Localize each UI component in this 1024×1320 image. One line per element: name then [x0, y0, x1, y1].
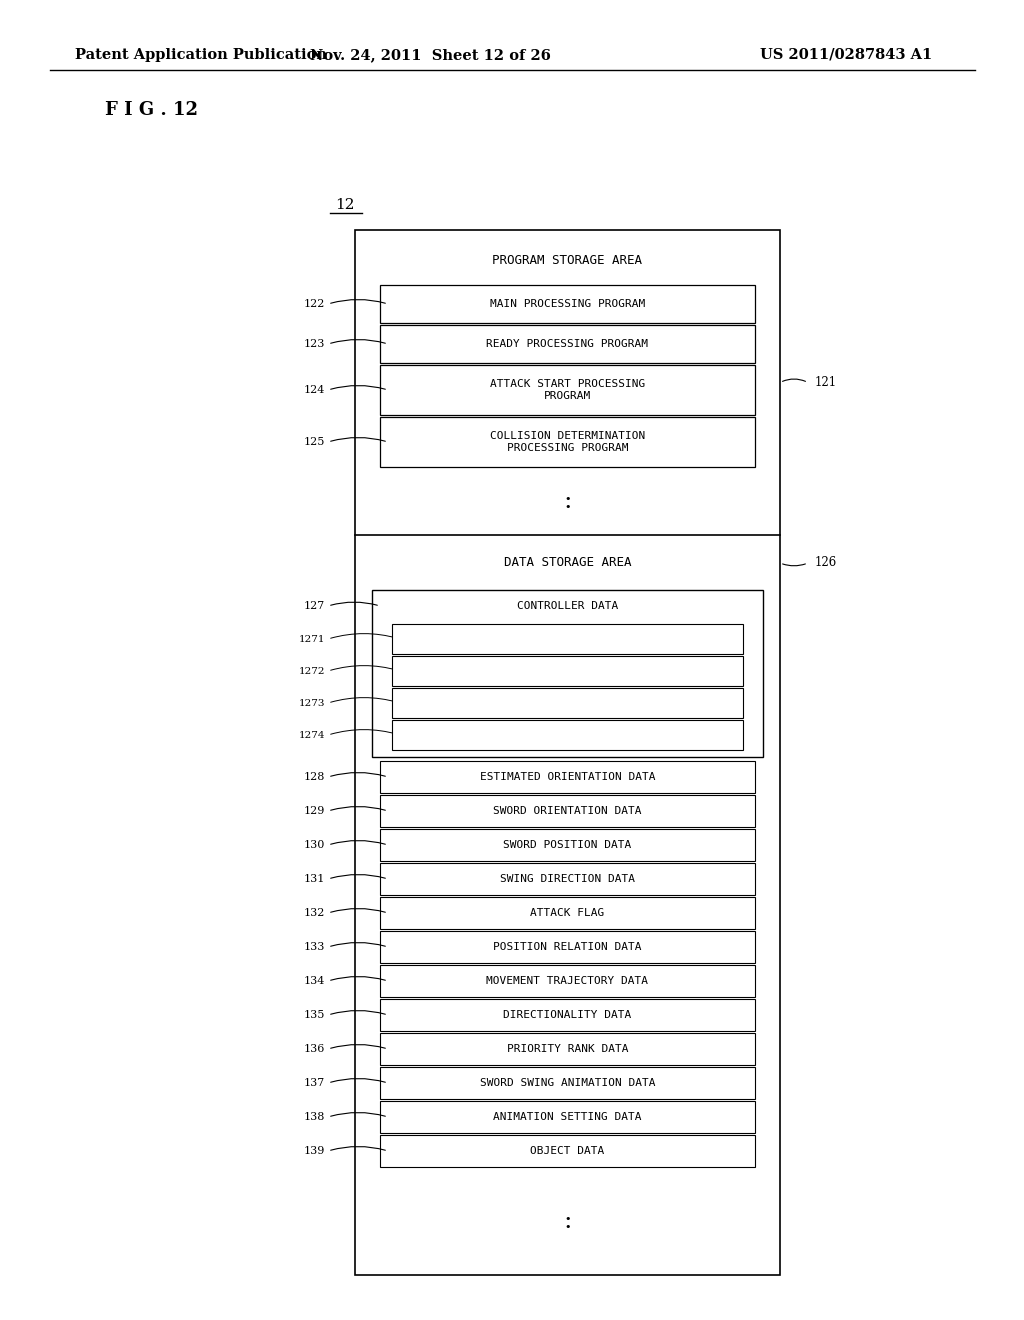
Text: :: : [563, 491, 571, 513]
Text: OBJECT DATA: OBJECT DATA [530, 1146, 604, 1156]
Bar [355, 230, 780, 1275]
Bar [380, 829, 755, 861]
Text: CONTROLLER DATA: CONTROLLER DATA [517, 601, 618, 611]
Text: Patent Application Publication: Patent Application Publication [75, 48, 327, 62]
Bar [392, 656, 743, 686]
Text: 136: 136 [304, 1044, 325, 1053]
Text: 1273: 1273 [299, 698, 325, 708]
Text: 132: 132 [304, 908, 325, 917]
Text: SWORD SWING ANIMATION DATA: SWORD SWING ANIMATION DATA [480, 1078, 655, 1088]
Bar [380, 999, 755, 1031]
Text: 126: 126 [815, 557, 838, 569]
Bar [380, 795, 755, 828]
Text: 130: 130 [304, 840, 325, 850]
Text: 134: 134 [304, 975, 325, 986]
Text: PROGRAM STORAGE AREA: PROGRAM STORAGE AREA [493, 253, 642, 267]
Bar [380, 931, 755, 964]
Bar [380, 325, 755, 363]
Text: :: : [563, 1210, 571, 1233]
Text: 125: 125 [304, 437, 325, 447]
Text: 137: 137 [304, 1078, 325, 1088]
Text: MAIN PROCESSING PROGRAM: MAIN PROCESSING PROGRAM [489, 300, 645, 309]
Text: 127: 127 [304, 601, 325, 611]
Bar [380, 762, 755, 793]
Text: 1274: 1274 [299, 730, 325, 739]
Text: 138: 138 [304, 1111, 325, 1122]
Text: ATTACK FLAG: ATTACK FLAG [530, 908, 604, 917]
Text: 131: 131 [304, 874, 325, 884]
Text: 129: 129 [304, 807, 325, 816]
Text: 122: 122 [304, 300, 325, 309]
Bar [372, 590, 763, 756]
Text: 133: 133 [304, 942, 325, 952]
Text: MARKER COORDINATE DATA: MARKER COORDINATE DATA [499, 698, 636, 708]
Text: MOVEMENT TRAJECTORY DATA: MOVEMENT TRAJECTORY DATA [486, 975, 648, 986]
Bar [380, 1034, 755, 1065]
Text: POSITION RELATION DATA: POSITION RELATION DATA [494, 942, 642, 952]
Text: PRIORITY RANK DATA: PRIORITY RANK DATA [507, 1044, 629, 1053]
Text: COLLISION DETERMINATION
PROCESSING PROGRAM: COLLISION DETERMINATION PROCESSING PROGR… [489, 432, 645, 453]
Bar [380, 863, 755, 895]
Bar [392, 719, 743, 750]
Text: Nov. 24, 2011  Sheet 12 of 26: Nov. 24, 2011 Sheet 12 of 26 [309, 48, 551, 62]
Bar [392, 624, 743, 653]
Text: READY PROCESSING PROGRAM: READY PROCESSING PROGRAM [486, 339, 648, 348]
Bar [380, 965, 755, 997]
Text: 124: 124 [304, 385, 325, 395]
Text: OPERATION DATA: OPERATION DATA [523, 730, 611, 741]
Bar [380, 417, 755, 467]
Text: SWING DIRECTION DATA: SWING DIRECTION DATA [500, 874, 635, 884]
Text: F I G . 12: F I G . 12 [105, 102, 198, 119]
Text: DIRECTIONALITY DATA: DIRECTIONALITY DATA [504, 1010, 632, 1020]
Bar [380, 1135, 755, 1167]
Text: ANGULAR VELOCITY DATA: ANGULAR VELOCITY DATA [502, 634, 633, 644]
Text: 128: 128 [304, 772, 325, 781]
Text: SWORD ORIENTATION DATA: SWORD ORIENTATION DATA [494, 807, 642, 816]
Text: ANIMATION SETTING DATA: ANIMATION SETTING DATA [494, 1111, 642, 1122]
Bar [380, 1067, 755, 1100]
Text: 139: 139 [304, 1146, 325, 1156]
Text: 1271: 1271 [299, 635, 325, 644]
Bar [380, 1101, 755, 1133]
Bar [380, 285, 755, 323]
Text: SWORD POSITION DATA: SWORD POSITION DATA [504, 840, 632, 850]
Text: ACCELERATION DATA: ACCELERATION DATA [514, 667, 621, 676]
Text: ATTACK START PROCESSING
PROGRAM: ATTACK START PROCESSING PROGRAM [489, 379, 645, 401]
Bar [392, 688, 743, 718]
Bar [380, 898, 755, 929]
Text: ESTIMATED ORIENTATION DATA: ESTIMATED ORIENTATION DATA [480, 772, 655, 781]
Text: 12: 12 [335, 198, 354, 213]
Text: 1272: 1272 [299, 667, 325, 676]
Text: 123: 123 [304, 339, 325, 348]
Text: 135: 135 [304, 1010, 325, 1020]
Bar [380, 366, 755, 414]
Text: US 2011/0287843 A1: US 2011/0287843 A1 [760, 48, 932, 62]
Text: 121: 121 [815, 376, 838, 389]
Text: DATA STORAGE AREA: DATA STORAGE AREA [504, 557, 631, 569]
